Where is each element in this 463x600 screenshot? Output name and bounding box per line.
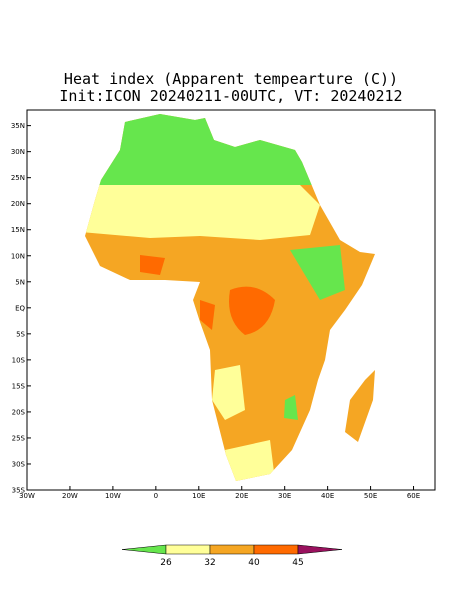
lon-tick-label: 20E xyxy=(235,492,248,500)
map-frame xyxy=(26,109,436,491)
colorbar-segment xyxy=(165,544,211,555)
lat-tick-label: EQ xyxy=(15,304,25,312)
lon-tick-label: 60E xyxy=(407,492,420,500)
lon-tick-label: 30E xyxy=(278,492,291,500)
lon-tick-label: 10E xyxy=(192,492,205,500)
colorbar-segment xyxy=(121,544,167,555)
lon-tick-label: 20W xyxy=(62,492,78,500)
lat-tick-label: 35S xyxy=(12,487,26,495)
colorbar-label: 26 xyxy=(160,558,172,568)
lon-tick-label: 10W xyxy=(105,492,121,500)
lat-tick-label: 25S xyxy=(12,434,26,442)
lat-tick-label: 15S xyxy=(12,382,26,390)
colorbar-label: 40 xyxy=(248,558,260,568)
lat-tick-label: 5S xyxy=(16,330,25,338)
title-line-2: Init:ICON 20240211-00UTC, VT: 20240212 xyxy=(59,87,402,105)
lat-tick-label: 20S xyxy=(12,408,26,416)
lat-tick-label: 15N xyxy=(11,226,25,234)
lon-tick-label: 40E xyxy=(321,492,334,500)
lat-tick-label: 20N xyxy=(11,200,25,208)
lat-tick-label: 10S xyxy=(12,356,26,364)
lon-tick-label: 0 xyxy=(154,492,158,500)
lon-tick-label: 50E xyxy=(364,492,377,500)
lat-tick-label: 35N xyxy=(11,122,25,130)
colorbar-segment xyxy=(209,544,255,555)
lat-tick-label: 5N xyxy=(15,278,25,286)
lat-tick-label: 25N xyxy=(11,174,25,182)
lat-tick-label: 30N xyxy=(11,148,25,156)
colorbar-segment xyxy=(253,544,299,555)
lat-tick-label: 10N xyxy=(11,252,25,260)
colorbar-segment xyxy=(297,544,343,555)
heat-map xyxy=(85,114,375,481)
colorbar-label: 32 xyxy=(204,558,215,568)
lat-tick-label: 30S xyxy=(12,460,26,468)
colorbar-label: 45 xyxy=(292,558,303,568)
lon-tick-label: 30W xyxy=(19,492,35,500)
title-line-1: Heat index (Apparent tempearture (C)) xyxy=(64,70,398,88)
